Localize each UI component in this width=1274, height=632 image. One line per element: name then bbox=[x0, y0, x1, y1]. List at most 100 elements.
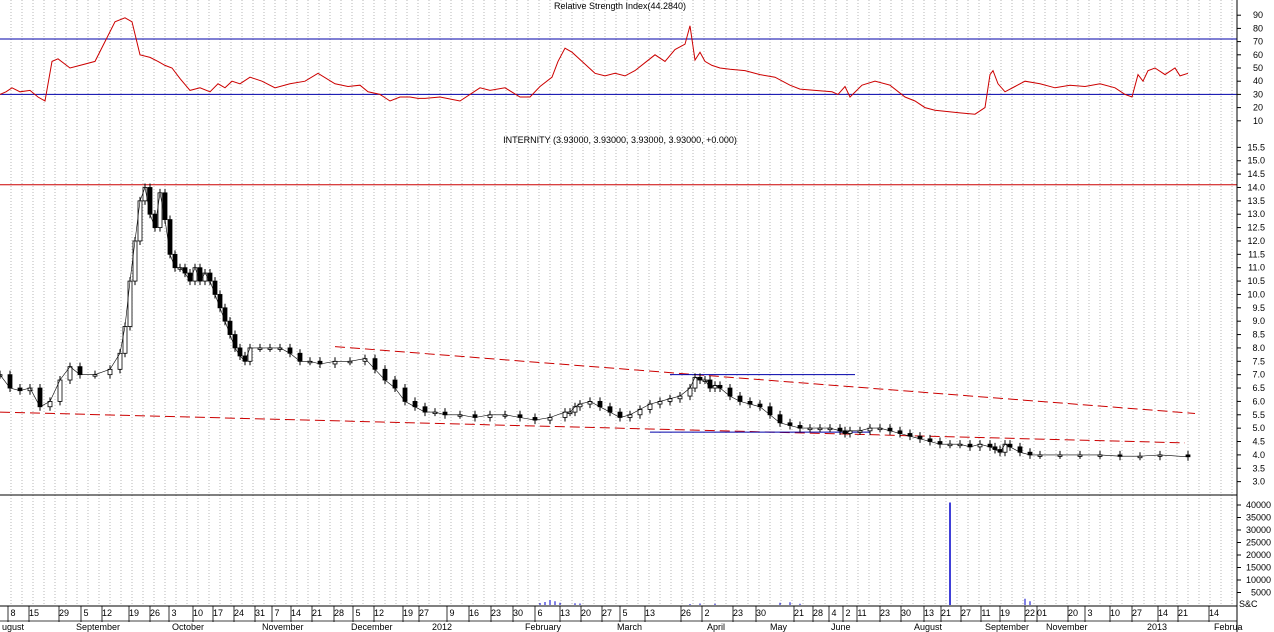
x-day-label: 19 bbox=[129, 608, 139, 618]
price-candle bbox=[237, 347, 243, 357]
x-day-label: 27 bbox=[602, 608, 612, 618]
x-day-label: 7 bbox=[274, 608, 279, 618]
x-day-label: 23 bbox=[733, 608, 743, 618]
x-month-label: December bbox=[351, 622, 393, 632]
volume-tick-label: 5000 bbox=[1251, 588, 1271, 598]
price-tick-label: 13.5 bbox=[1247, 196, 1265, 206]
price-tick-label: 6.0 bbox=[1252, 396, 1265, 406]
price-tick-label: 9.0 bbox=[1252, 316, 1265, 326]
price-tick-label: 7.0 bbox=[1252, 370, 1265, 380]
price-candle bbox=[842, 430, 848, 434]
x-day-label: 30 bbox=[513, 608, 523, 618]
x-axis: 8 15 29 5 12 19 26 3 10 17 24 31 7 14 21 28 5 12 19 27 9 16 23… bbox=[2, 599, 1258, 632]
x-day-label: 01 bbox=[1037, 608, 1047, 618]
price-candle bbox=[172, 253, 178, 269]
x-day-label: 13 bbox=[924, 608, 934, 618]
x-month-label: June bbox=[831, 622, 851, 632]
x-month-label: October bbox=[172, 622, 204, 632]
price-candle bbox=[1002, 443, 1008, 453]
price-tick-label: 11.0 bbox=[1248, 263, 1265, 273]
volume-tick-label: 40000 bbox=[1246, 500, 1271, 510]
x-day-label: 5 bbox=[83, 608, 88, 618]
x-day-label: 23 bbox=[880, 608, 890, 618]
x-month-label: February bbox=[525, 622, 562, 632]
x-day-label: 6 bbox=[537, 608, 542, 618]
x-day-label: 16 bbox=[469, 608, 479, 618]
x-day-label: 5 bbox=[355, 608, 360, 618]
price-tick-label: 14.0 bbox=[1247, 182, 1265, 192]
price-tick-label: 10.0 bbox=[1247, 289, 1265, 299]
x-day-label: 30 bbox=[756, 608, 766, 618]
x-day-label: 27 bbox=[419, 608, 429, 618]
price-candle bbox=[222, 307, 228, 322]
volume-bars bbox=[539, 502, 1031, 605]
x-month-label: Februa bbox=[1214, 622, 1243, 632]
x-day-label: 14 bbox=[1209, 608, 1219, 618]
price-tick-label: 11.5 bbox=[1248, 249, 1265, 259]
price-panel: INTERNITY (3.93000, 3.93000, 3.93000, 3.… bbox=[0, 135, 1265, 487]
volume-panel: 5000 10000 15000 20000 25000 30000 35000 40000 bbox=[539, 500, 1271, 605]
price-candle bbox=[717, 384, 723, 389]
x-month-label: March bbox=[617, 622, 642, 632]
price-candle bbox=[0, 374, 3, 377]
x-day-label: 21 bbox=[941, 608, 951, 618]
x-day-label: 20 bbox=[581, 608, 591, 618]
rsi-tick-label: 60 bbox=[1253, 50, 1263, 60]
price-title: INTERNITY (3.93000, 3.93000, 3.93000, 3.… bbox=[503, 135, 737, 145]
x-day-label: 8 bbox=[10, 608, 15, 618]
price-candle bbox=[157, 192, 163, 228]
x-month-label: November bbox=[262, 622, 304, 632]
volume-tick-label: 30000 bbox=[1246, 525, 1271, 535]
x-day-label: 3 bbox=[1087, 608, 1092, 618]
price-line bbox=[0, 186, 1189, 458]
price-tick-label: 8.0 bbox=[1252, 343, 1265, 353]
price-tick-label: 7.5 bbox=[1252, 356, 1265, 366]
x-day-label: 20 bbox=[1068, 608, 1078, 618]
volume-tick-label: 35000 bbox=[1246, 513, 1271, 523]
volume-tick-label: 15000 bbox=[1246, 563, 1271, 573]
x-day-label: 17 bbox=[213, 608, 223, 618]
x-day-label: 10 bbox=[1110, 608, 1120, 618]
x-day-label: 10 bbox=[193, 608, 203, 618]
price-tick-label: 5.0 bbox=[1252, 423, 1265, 433]
price-tick-label: 3.5 bbox=[1252, 463, 1265, 473]
price-tick-label: 13.0 bbox=[1247, 209, 1265, 219]
price-candle bbox=[207, 272, 213, 282]
x-month-label: September bbox=[985, 622, 1029, 632]
price-y-axis: 3.0 3.5 4.0 4.5 5.0 5.5 6.0 6.5 7.0 7.5 8.0 8.5 9.0 9… bbox=[1237, 142, 1265, 487]
x-month-label: May bbox=[770, 622, 788, 632]
x-month-label: ugust bbox=[2, 622, 25, 632]
price-candle bbox=[127, 280, 133, 327]
x-day-label: 15 bbox=[29, 608, 39, 618]
rsi-tick-label: 10 bbox=[1253, 116, 1263, 126]
x-month-label: 2013 bbox=[1147, 622, 1167, 632]
x-day-label: 29 bbox=[59, 608, 69, 618]
price-tick-label: 6.5 bbox=[1252, 383, 1265, 393]
x-day-label: 4 bbox=[831, 608, 836, 618]
x-day-label: 3 bbox=[171, 608, 176, 618]
rsi-line bbox=[0, 17, 1189, 115]
price-tick-label: 8.5 bbox=[1252, 330, 1265, 340]
x-day-label: 2 bbox=[845, 608, 850, 618]
price-candle bbox=[192, 267, 198, 282]
volume-tick-label: 25000 bbox=[1246, 538, 1271, 548]
upper-trend-line bbox=[334, 346, 1196, 414]
price-tick-label: 12.0 bbox=[1247, 236, 1265, 246]
x-day-label: 13 bbox=[645, 608, 655, 618]
x-day-label: 30 bbox=[901, 608, 911, 618]
x-day-label: 28 bbox=[813, 608, 823, 618]
x-day-label: 19 bbox=[1000, 608, 1010, 618]
x-month-label: November bbox=[1046, 622, 1088, 632]
x-day-label: 14 bbox=[1158, 608, 1168, 618]
grid-lines bbox=[10, 0, 1233, 606]
price-tick-label: 9.5 bbox=[1252, 303, 1265, 313]
x-day-label: 19 bbox=[403, 608, 413, 618]
volume-y-axis: 5000 10000 15000 20000 25000 30000 35000 40000 bbox=[1237, 500, 1271, 598]
price-candle bbox=[162, 192, 168, 220]
price-candle bbox=[202, 272, 208, 282]
price-candle bbox=[707, 379, 713, 389]
x-day-label: 27 bbox=[1132, 608, 1142, 618]
rsi-reference-lines bbox=[0, 38, 1237, 95]
x-day-label: 23 bbox=[491, 608, 501, 618]
